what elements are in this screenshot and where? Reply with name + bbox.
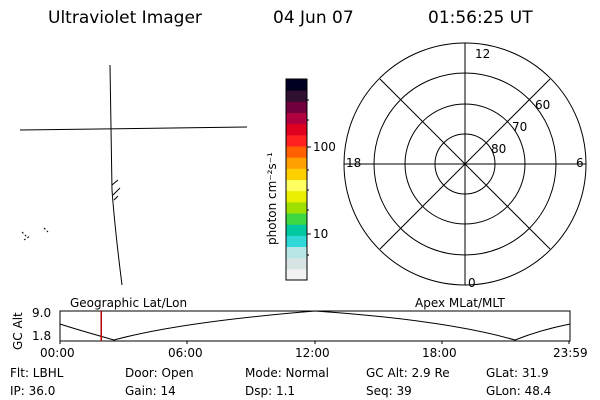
colorbar-band <box>286 168 307 180</box>
timeline-left-caption: Geographic Lat/Lon <box>70 296 188 310</box>
colorbar-band <box>286 101 307 113</box>
app-title: Ultraviolet Imager <box>48 8 202 28</box>
polar-label-lat-80: 80 <box>491 142 507 156</box>
info-glon: GLon: 48.4 <box>486 384 552 398</box>
info-ip: IP: 36.0 <box>10 384 56 398</box>
map-vertical-line <box>109 64 113 191</box>
colorbar-band <box>286 134 307 147</box>
polar-label-mlt-18: 18 <box>346 156 362 170</box>
polar-label-lat-70: 70 <box>512 120 528 134</box>
map-coast-line <box>111 189 123 286</box>
colorbar-band <box>286 235 307 247</box>
info-dsp: Dsp: 1.1 <box>245 384 296 398</box>
colorbar-band <box>286 90 307 102</box>
polar-label-mlt-0: 0 <box>468 276 476 290</box>
colorbar-band <box>286 79 307 91</box>
colorbar-ticks <box>307 99 311 256</box>
map-coast-fragment <box>111 179 121 201</box>
polar-label-mlt-12: 12 <box>475 47 491 61</box>
polar-label-lat-60: 60 <box>535 98 551 112</box>
colorbar <box>286 79 307 281</box>
colorbar-band <box>286 146 307 158</box>
info-glat: GLat: 31.9 <box>486 366 549 380</box>
timeline-tick-label: 18:00 <box>422 346 457 360</box>
timeline-y-min: 1.8 <box>32 329 52 343</box>
polar-diagonal-2 <box>379 78 551 250</box>
colorbar-band <box>286 157 307 169</box>
map-horizontal-line <box>19 126 248 131</box>
timeline-right-caption: Apex MLat/MLT <box>415 296 505 310</box>
timeline-y-max: 9.0 <box>32 306 52 320</box>
colorbar-band <box>286 190 307 203</box>
timeline-frame <box>59 310 571 342</box>
polar-plot <box>343 42 587 286</box>
info-door: Door: Open <box>125 366 194 380</box>
map-island-fragment <box>21 227 49 241</box>
timeline-ticks <box>59 341 570 344</box>
colorbar-band <box>286 268 307 281</box>
timeline-y-label: GC Alt <box>11 312 25 350</box>
timeline-tick-label: 23:59 <box>553 346 588 360</box>
info-seq: Seq: 39 <box>366 384 412 398</box>
colorbar-band <box>286 123 307 136</box>
info-gc-alt: GC Alt: 2.9 Re <box>366 366 450 380</box>
altitude-curve <box>59 310 571 341</box>
colorbar-unit-label: photon cm⁻²s⁻¹ <box>265 152 279 245</box>
colorbar-band <box>286 246 307 259</box>
polar-label-mlt-6: 6 <box>576 156 584 170</box>
timeline-tick-label: 12:00 <box>295 346 330 360</box>
colorbar-band <box>286 179 307 192</box>
colorbar-frame <box>285 78 308 281</box>
time-label: 01:56:25 UT <box>428 8 533 28</box>
colorbar-band <box>286 224 307 236</box>
timeline-tick-label: 00:00 <box>40 346 75 360</box>
timeline-plot <box>59 310 571 344</box>
info-mode: Mode: Normal <box>245 366 329 380</box>
colorbar-band <box>286 201 307 214</box>
info-gain: Gain: 14 <box>125 384 176 398</box>
geographic-image-panel <box>19 64 248 286</box>
colorbar-tick-10: 10 <box>313 227 329 241</box>
colorbar-band <box>286 257 307 270</box>
colorbar-band <box>286 213 307 225</box>
info-filter: Flt: LBHL <box>10 366 64 380</box>
timeline-tick-label: 06:00 <box>168 346 203 360</box>
colorbar-tick-100: 100 <box>313 140 336 154</box>
colorbar-band <box>286 112 307 125</box>
date-label: 04 Jun 07 <box>273 8 354 28</box>
